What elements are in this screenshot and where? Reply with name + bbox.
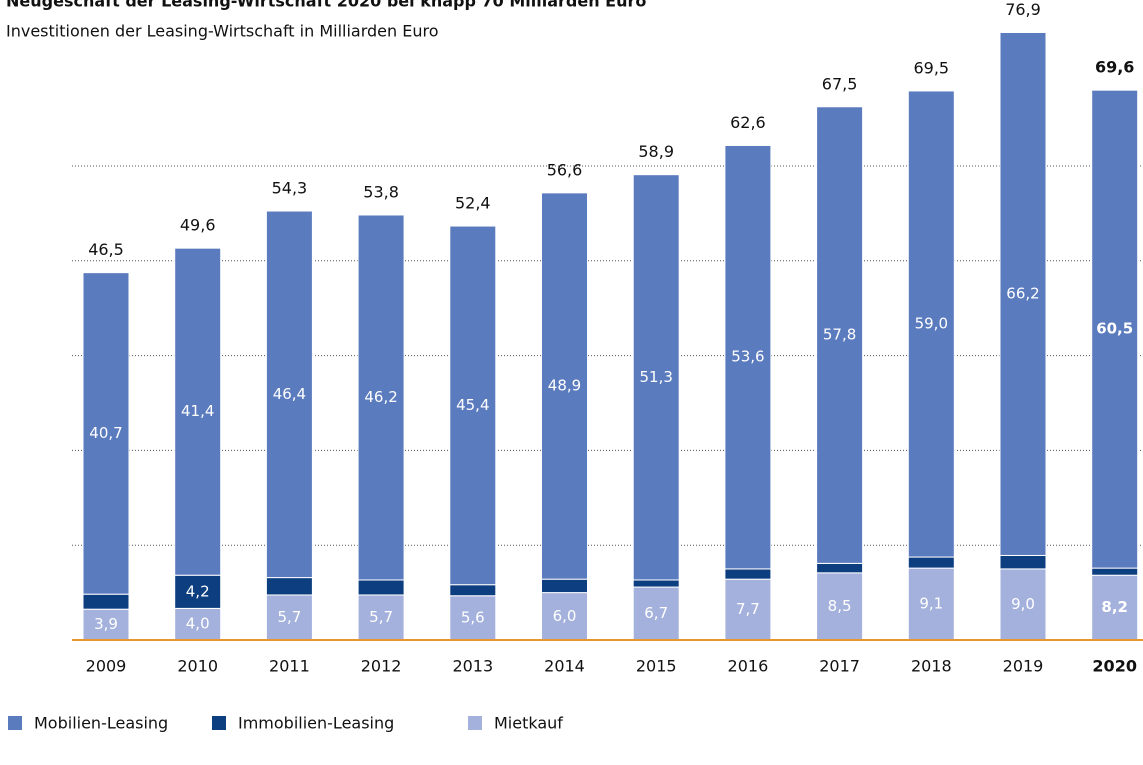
value-label: 59,0 xyxy=(915,315,948,333)
x-tick-label: 2015 xyxy=(636,657,677,676)
bar-segment xyxy=(632,174,680,581)
legend-swatch xyxy=(468,716,482,730)
legend-label: Mobilien-Leasing xyxy=(34,714,168,733)
bar-segment xyxy=(816,572,864,641)
total-label: 52,4 xyxy=(455,194,491,213)
bar-segment xyxy=(82,272,130,595)
total-label: 67,5 xyxy=(822,74,858,93)
value-label: 53,6 xyxy=(731,348,764,366)
value-label: 41,4 xyxy=(181,402,214,420)
bar-segment xyxy=(1091,574,1139,641)
bar-segment xyxy=(907,567,955,641)
bar-segment xyxy=(816,562,864,574)
value-label: 3,9 xyxy=(94,615,118,633)
x-tick-label: 2010 xyxy=(177,657,218,676)
value-label: 48,9 xyxy=(548,377,581,395)
legend-label: Mietkauf xyxy=(494,714,563,733)
x-tick-label: 2014 xyxy=(544,657,585,676)
chart-title: Neugeschäft der Leasing-Wirtschaft 2020 … xyxy=(6,0,646,11)
value-label: 4,0 xyxy=(186,615,210,633)
value-label: 5,7 xyxy=(369,608,393,626)
bar-segment xyxy=(265,210,313,579)
bar-segment xyxy=(632,586,680,641)
value-label: 45,4 xyxy=(456,396,489,414)
value-label: 46,2 xyxy=(364,388,397,406)
bar-segment xyxy=(724,144,772,570)
bar-segment xyxy=(174,574,222,609)
bar-segment xyxy=(907,90,955,558)
x-tick-label: 2016 xyxy=(728,657,769,676)
legend-swatch xyxy=(8,716,22,730)
x-tick-label: 2020 xyxy=(1092,657,1137,676)
value-label: 6,0 xyxy=(553,607,577,625)
total-label: 69,6 xyxy=(1095,58,1134,77)
bar-segment xyxy=(907,556,955,569)
value-label: 66,2 xyxy=(1006,284,1039,302)
value-label: 60,5 xyxy=(1096,320,1133,338)
x-tick-label: 2009 xyxy=(86,657,127,676)
bar-segment xyxy=(357,579,405,596)
bar-segment xyxy=(82,608,130,641)
total-label: 49,6 xyxy=(180,216,216,235)
total-label: 53,8 xyxy=(363,182,399,201)
x-tick-label: 2011 xyxy=(269,657,310,676)
bar-segment xyxy=(357,214,405,581)
bar-segment xyxy=(449,225,497,586)
bar-segment xyxy=(1091,89,1139,569)
bar-segment xyxy=(265,594,313,641)
bar-segment xyxy=(541,592,588,641)
legend-swatch xyxy=(212,716,226,730)
value-label: 9,1 xyxy=(919,595,943,613)
total-label: 69,5 xyxy=(913,58,949,77)
value-label: 5,6 xyxy=(461,608,485,626)
bar-segment xyxy=(724,568,772,580)
value-label: 8,5 xyxy=(828,597,852,615)
bar-segment xyxy=(1091,567,1139,576)
bar-segment xyxy=(999,568,1047,641)
total-label: 46,5 xyxy=(88,240,124,259)
bar-segment xyxy=(632,579,680,588)
chart-subtitle: Investitionen der Leasing-Wirtschaft in … xyxy=(6,22,439,41)
bar-segment xyxy=(174,247,222,576)
value-label: 57,8 xyxy=(823,326,856,344)
value-label: 51,3 xyxy=(639,368,672,386)
x-tick-label: 2012 xyxy=(361,657,402,676)
value-label: 9,0 xyxy=(1011,595,1035,613)
bar-segment xyxy=(724,578,772,641)
bar-segment xyxy=(541,192,588,580)
value-label: 5,7 xyxy=(277,608,301,626)
value-label: 40,7 xyxy=(89,424,122,442)
total-label: 54,3 xyxy=(272,179,308,198)
total-label: 76,9 xyxy=(1005,0,1041,19)
total-label: 58,9 xyxy=(638,142,674,161)
x-tick-label: 2018 xyxy=(911,657,952,676)
x-tick-label: 2013 xyxy=(452,657,493,676)
x-tick-label: 2017 xyxy=(819,657,860,676)
bar-segment xyxy=(82,593,130,610)
bar-segment xyxy=(541,578,588,594)
bar-segment xyxy=(816,106,864,564)
bar-segment xyxy=(999,31,1047,556)
total-label: 62,6 xyxy=(730,113,766,132)
value-label: 8,2 xyxy=(1101,598,1128,616)
bar-segment xyxy=(449,584,497,597)
value-label: 7,7 xyxy=(736,600,760,618)
value-label: 4,2 xyxy=(186,582,210,600)
value-label: 6,7 xyxy=(644,604,668,622)
bar-segment xyxy=(174,607,222,641)
value-label: 46,4 xyxy=(273,385,306,403)
bar-segment xyxy=(449,595,497,641)
bar-segment xyxy=(265,577,313,596)
bar-segment xyxy=(999,554,1047,570)
total-label: 56,6 xyxy=(547,160,583,179)
legend-label: Immobilien-Leasing xyxy=(238,714,394,733)
x-tick-label: 2019 xyxy=(1003,657,1044,676)
